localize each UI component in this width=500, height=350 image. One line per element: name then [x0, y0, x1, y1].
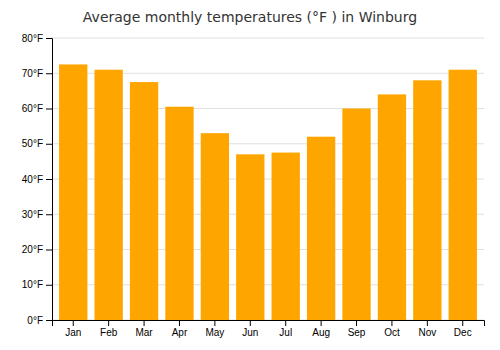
tick-mark [46, 320, 52, 321]
y-tick: 50°F [22, 138, 52, 149]
bar [59, 64, 87, 320]
tick-mark [46, 38, 52, 39]
tick-label: 40°F [22, 174, 43, 185]
tick-mark [214, 320, 215, 326]
tick-mark [46, 214, 52, 215]
y-axis: 0°F 10°F 20°F 30°F 40°F 50°F 60°F 70°F 80°F [22, 33, 53, 326]
y-tick: 20°F [22, 244, 52, 255]
bar [272, 153, 300, 320]
tick-mark [46, 179, 52, 180]
tick-label: Oct [384, 327, 400, 338]
tick-mark [462, 320, 463, 326]
tick-mark [427, 320, 428, 326]
plot: 0°F 10°F 20°F 30°F 40°F 50°F 60°F 70°F 80°F Jan Fe… [22, 33, 485, 338]
tick-label: 0°F [27, 315, 43, 326]
y-tick: 40°F [22, 174, 52, 185]
grid-line [52, 38, 484, 39]
y-tick: 0°F [27, 315, 52, 326]
bar [307, 137, 335, 320]
tick-label: Jul [279, 327, 292, 338]
x-tick: Jan [65, 320, 81, 338]
chart: Average monthly temperatures (°F ) in Wi… [0, 0, 500, 350]
bar [94, 70, 122, 320]
y-tick: 80°F [22, 33, 52, 44]
x-tick: May [205, 320, 224, 338]
tick-label: 60°F [22, 103, 43, 114]
x-tick: Aug [312, 320, 330, 338]
tick-mark [356, 320, 357, 326]
y-tick: 60°F [22, 103, 52, 114]
tick-mark [73, 320, 74, 326]
bar [378, 94, 406, 320]
tick-label: May [205, 327, 224, 338]
tick-label: Mar [135, 327, 153, 338]
tick-label: 20°F [22, 244, 43, 255]
x-tick: Feb [100, 320, 118, 338]
tick-label: Aug [312, 327, 330, 338]
x-tick: Apr [172, 320, 188, 338]
tick-label: Jan [65, 327, 81, 338]
bar [449, 70, 477, 320]
bar [342, 109, 370, 321]
bar [165, 107, 193, 320]
tick-label: Feb [100, 327, 118, 338]
tick-label: Dec [454, 327, 472, 338]
axis-line [53, 321, 485, 327]
tick-label: Sep [348, 327, 366, 338]
axis-line [46, 39, 53, 321]
y-tick: 30°F [22, 209, 52, 220]
y-tick: 10°F [22, 279, 52, 290]
tick-label: Jun [242, 327, 258, 338]
x-axis: Jan Feb Mar Apr May Jun Jul Aug Sep Oct Nov Dec [53, 320, 485, 338]
bar [201, 133, 229, 320]
tick-label: Nov [418, 327, 436, 338]
bar [236, 154, 264, 320]
grid [52, 38, 484, 320]
title: Average monthly temperatures (°F ) in Wi… [83, 9, 417, 25]
tick-mark [285, 320, 286, 326]
tick-mark [321, 320, 322, 326]
bar [130, 82, 158, 320]
tick-mark [250, 320, 251, 326]
tick-mark [46, 109, 52, 110]
tick-mark [46, 250, 52, 251]
tick-label: 80°F [22, 33, 43, 44]
y-tick: 70°F [22, 68, 52, 79]
tick-mark [179, 320, 180, 326]
x-tick: Jun [242, 320, 258, 338]
x-tick: Dec [454, 320, 472, 338]
tick-label: 30°F [22, 209, 43, 220]
x-tick: Jul [279, 320, 292, 338]
tick-mark [46, 73, 52, 74]
x-tick: Nov [418, 320, 436, 338]
x-tick: Sep [348, 320, 366, 338]
tick-mark [144, 320, 145, 326]
tick-label: 70°F [22, 68, 43, 79]
bar [413, 80, 441, 320]
tick-label: 10°F [22, 279, 43, 290]
bars [59, 64, 477, 320]
tick-label: Apr [172, 327, 188, 338]
tick-mark [108, 320, 109, 326]
tick-mark [391, 320, 392, 326]
x-tick: Mar [135, 320, 153, 338]
tick-label: 50°F [22, 138, 43, 149]
tick-mark [46, 285, 52, 286]
tick-mark [46, 144, 52, 145]
x-tick: Oct [384, 320, 400, 338]
